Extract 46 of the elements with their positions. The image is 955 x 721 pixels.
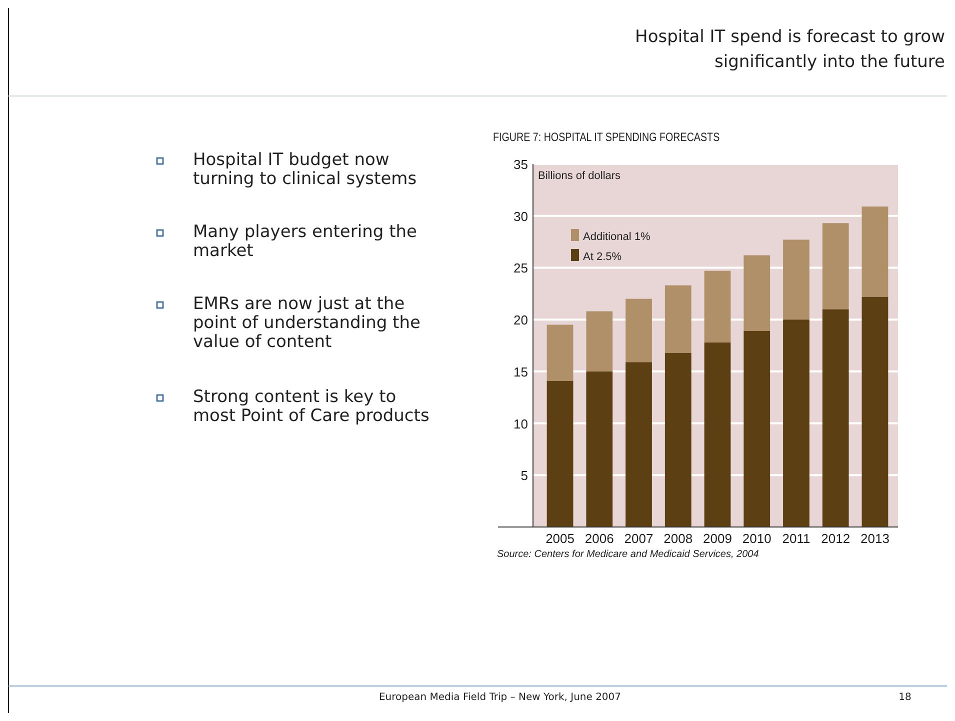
y-axis-title: Billions of dollars [538, 170, 622, 182]
x-tick-label: 2012 [821, 531, 850, 546]
text: Hospital IT budget now turning to clinical systems [193, 150, 417, 189]
bar [862, 206, 888, 297]
y-tick-label: 10 [514, 416, 528, 432]
bar [704, 342, 731, 527]
bar [744, 255, 770, 331]
bar [664, 352, 692, 527]
chart-title: FIGURE 7: HOSPITAL IT SPENDING FORECASTS [493, 131, 720, 144]
y-tick-label: 25 [514, 260, 528, 276]
bar [704, 270, 731, 342]
bar [626, 362, 652, 527]
text: European Media Field Trip – New York, June 2007 [378, 692, 622, 703]
bar [586, 311, 613, 372]
text: EMRs are now just at the point of understanding the value of content [193, 294, 420, 352]
y-tick-label: 35 [514, 157, 528, 172]
y-tick-label: 5 [520, 468, 528, 484]
x-tick-label: 2006 [584, 531, 614, 546]
text: Hospital IT spend is forecast to grow significantly into the future [635, 27, 946, 72]
bar [586, 371, 613, 527]
bar [862, 296, 888, 527]
source-note: Source: Centers for Medicare and Medicaid Services, 2004 [497, 549, 760, 560]
y-tick-label: 20 [514, 312, 528, 328]
bar [822, 223, 849, 310]
x-tick-label: 2007 [624, 531, 654, 546]
bar [744, 330, 770, 527]
y-tick-label: 15 [514, 364, 528, 380]
y-tick-label: 30 [514, 208, 528, 224]
x-tick-label: 2010 [742, 531, 772, 546]
x-tick-label: 2011 [782, 531, 810, 546]
bar [664, 285, 692, 353]
x-tick-label: 2008 [664, 531, 693, 546]
legend-label: At 2.5% [583, 251, 622, 263]
bar [546, 380, 574, 527]
bar [783, 320, 810, 527]
bar [822, 309, 849, 527]
bar [626, 298, 652, 362]
bar [783, 240, 810, 320]
text: 18 [898, 692, 912, 703]
text: Many players entering the market [193, 222, 417, 261]
x-tick-label: 2009 [703, 531, 732, 546]
bar [546, 324, 574, 381]
legend-label: Additional 1% [583, 231, 650, 243]
x-tick-label: 2005 [546, 531, 574, 546]
x-tick-label: 2013 [860, 531, 890, 546]
text: Strong content is key to most Point of Care products [193, 387, 430, 426]
